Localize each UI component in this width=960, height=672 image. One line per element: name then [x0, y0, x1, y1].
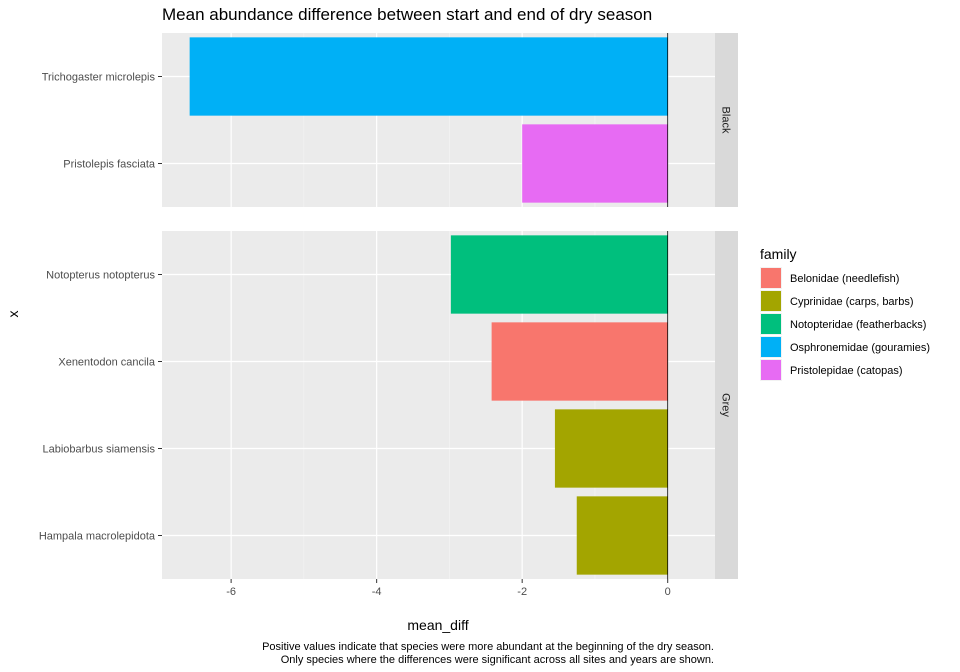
x-axis-title: mean_diff	[407, 617, 468, 633]
facet-panel-black: Trichogaster microlepis Pristolepis fasci…	[42, 33, 738, 207]
legend-title: family	[760, 246, 797, 262]
legend-item: Osphronemidae (gouramies)	[760, 336, 930, 358]
legend-label: Osphronemidae (gouramies)	[790, 342, 930, 354]
facet-strip-label: Black	[720, 107, 732, 134]
bar-trichogaster-microlepis	[189, 37, 668, 116]
legend-swatch	[761, 337, 781, 357]
y-tick-label: Labiobarbus siamensis	[42, 444, 155, 456]
bar-pristolepis-fasciata	[522, 124, 668, 203]
y-tick-label: Notopterus notopterus	[46, 270, 155, 282]
chart-title: Mean abundance difference between start …	[162, 5, 652, 24]
x-tick-label: -4	[372, 586, 382, 598]
facet-strip-label: Grey	[720, 393, 732, 417]
legend-swatch	[761, 314, 781, 334]
legend-label: Pristolepidae (catopas)	[790, 365, 903, 377]
legend-swatch	[761, 291, 781, 311]
legend: family Belonidae (needlefish) Cyprinidae (…	[760, 246, 930, 381]
legend-item: Cyprinidae (carps, barbs)	[760, 290, 914, 312]
legend-swatch	[761, 268, 781, 288]
y-axis-title: x	[5, 311, 21, 318]
legend-item: Belonidae (needlefish)	[760, 267, 899, 289]
bar-notopterus-notopterus	[450, 235, 668, 314]
y-tick-label: Pristolepis fasciata	[63, 159, 156, 171]
legend-swatch	[761, 360, 781, 380]
y-tick-label: Xenentodon cancila	[58, 357, 156, 369]
legend-label: Belonidae (needlefish)	[790, 273, 899, 285]
x-tick-label: 0	[665, 586, 671, 598]
bar-xenentodon-cancila	[491, 322, 668, 401]
caption-line-1: Positive values indicate that species we…	[262, 641, 714, 653]
legend-label: Cyprinidae (carps, barbs)	[790, 296, 914, 308]
x-tick-label: -6	[226, 586, 236, 598]
facet-strip	[715, 33, 738, 207]
legend-item: Notopteridae (featherbacks)	[760, 313, 926, 335]
legend-item: Pristolepidae (catopas)	[760, 359, 903, 381]
x-tick-label: -2	[517, 586, 527, 598]
y-tick-label: Hampala macrolepidota	[39, 531, 156, 543]
facet-strip	[715, 231, 738, 579]
bar-hampala-macrolepidota	[576, 496, 668, 575]
legend-label: Notopteridae (featherbacks)	[790, 319, 926, 331]
bar-labiobarbus-siamensis	[554, 409, 668, 488]
facet-panel-grey: Notopterus notopterus Xenentodon cancila L…	[39, 231, 738, 579]
x-axis: -6 -4 -2 0	[226, 579, 671, 598]
facet-panels: Trichogaster microlepis Pristolepis fasci…	[39, 33, 738, 579]
y-tick-label: Trichogaster microlepis	[42, 72, 156, 84]
caption-line-2: Only species where the differences were …	[281, 654, 714, 666]
